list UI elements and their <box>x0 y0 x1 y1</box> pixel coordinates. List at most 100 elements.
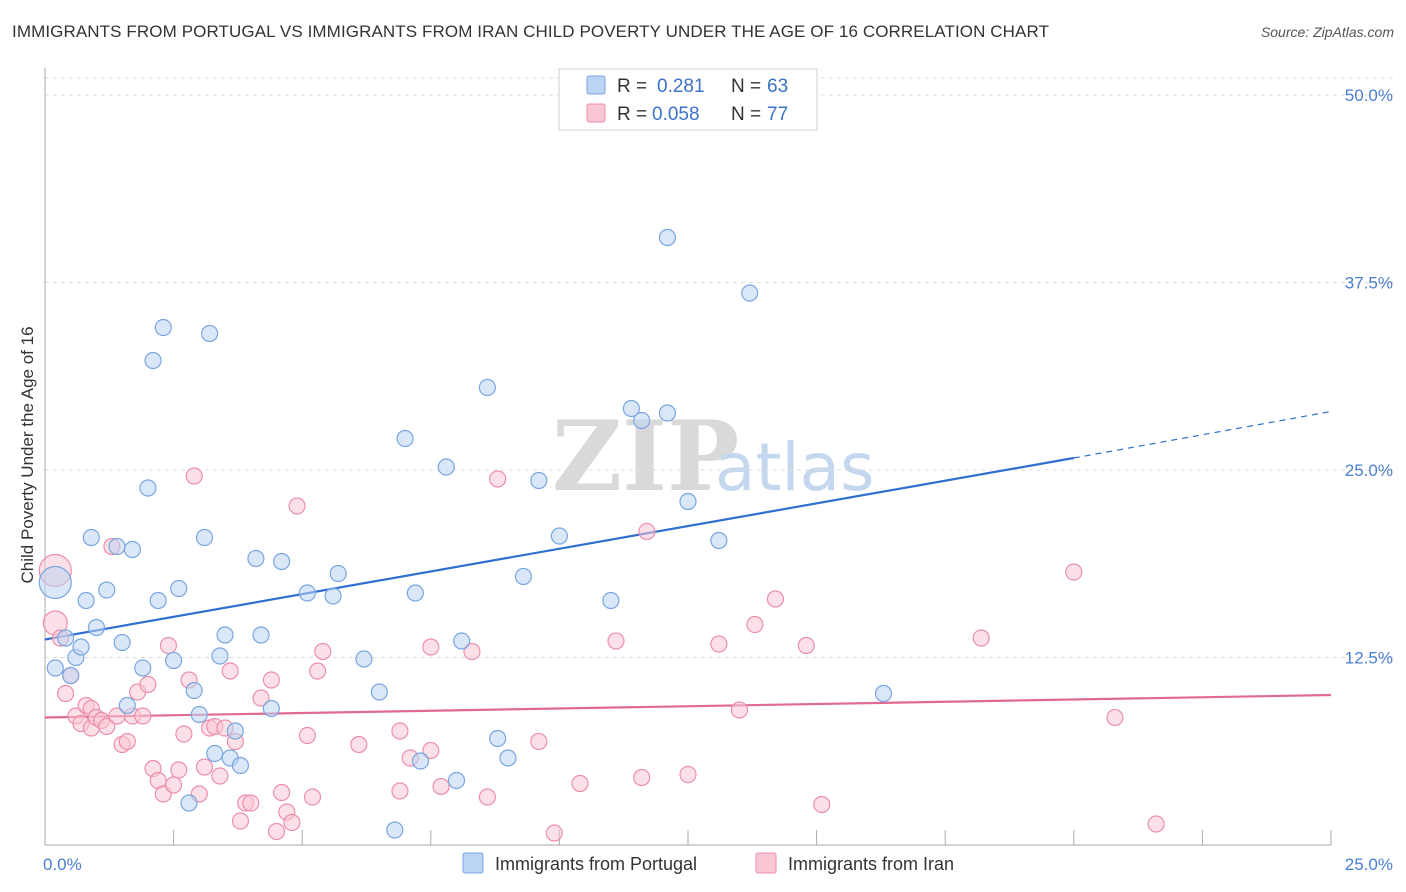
point-portugal-15 <box>139 479 157 497</box>
point-iran-29 <box>185 467 203 485</box>
point-portugal-13 <box>123 540 142 559</box>
point-iran-51 <box>314 642 332 661</box>
x-tick-labels: 0.0% 25.0% <box>43 855 1393 874</box>
point-portugal-33 <box>252 626 270 644</box>
point-portugal-8 <box>87 618 106 637</box>
point-portugal-17 <box>149 591 167 610</box>
point-portugal-20 <box>170 579 188 598</box>
x-tick-label-1: 25.0% <box>1345 855 1393 874</box>
correlation-legend: R = 0.281 N = 63 R = 0.058 N = 77 <box>558 68 818 131</box>
point-iran-49 <box>303 788 322 806</box>
point-iran-65 <box>607 632 625 650</box>
point-portugal-6 <box>77 591 95 610</box>
bottom-legend-swatch-portugal <box>462 852 484 874</box>
chart-title: IMMIGRANTS FROM PORTUGAL VS IMMIGRANTS F… <box>12 22 1050 41</box>
y-axis-label: Child Poverty Under the Age of 16 <box>18 326 37 583</box>
point-iran-24 <box>159 636 178 655</box>
point-iran-46 <box>283 813 301 832</box>
point-portugal-41 <box>386 821 404 839</box>
point-portugal-21 <box>180 794 198 812</box>
point-portugal-37 <box>324 587 342 605</box>
legend-n-label-iran: N = <box>731 104 761 125</box>
point-portugal-18 <box>154 318 172 337</box>
point-portugal-3 <box>62 666 80 685</box>
point-portugal-36 <box>298 584 316 602</box>
x-tick-label-0: 0.0% <box>43 855 82 874</box>
point-iran-44 <box>273 783 291 802</box>
point-portugal-44 <box>411 752 430 770</box>
point-portugal-58 <box>658 404 677 422</box>
point-portugal-46 <box>447 771 466 790</box>
grid-lines <box>45 77 1395 658</box>
point-portugal-34 <box>262 699 280 718</box>
point-iran-40 <box>242 794 260 812</box>
point-iran-54 <box>391 782 409 800</box>
point-iran-36 <box>221 662 239 680</box>
point-iran-75 <box>972 629 990 647</box>
y-tick-label-0: 12.5% <box>1345 649 1393 668</box>
point-portugal-50 <box>499 749 517 767</box>
watermark-atlas: atlas <box>715 429 875 506</box>
point-portugal-39 <box>355 650 373 668</box>
point-portugal-24 <box>195 528 214 547</box>
point-iran-42 <box>262 671 280 689</box>
point-iran-48 <box>298 726 316 745</box>
point-iran-77 <box>1106 708 1124 727</box>
point-portugal-56 <box>633 411 651 430</box>
bottom-legend-label-iran: Immigrants from Iran <box>788 854 954 874</box>
point-iran-66 <box>633 768 651 787</box>
point-iran-73 <box>797 636 815 655</box>
point-portugal-2 <box>56 629 75 647</box>
bottom-legend-label-portugal: Immigrants from Portugal <box>495 854 697 874</box>
point-portugal-10 <box>108 537 126 556</box>
trend-line-portugal-extension <box>1073 410 1332 459</box>
point-iran-27 <box>175 725 193 743</box>
point-iran-59 <box>463 642 481 661</box>
point-iran-3 <box>56 684 75 703</box>
point-portugal-30 <box>226 722 244 740</box>
legend-n-label-portugal: N = <box>731 76 761 97</box>
legend-r-value-iran: 0.058 <box>652 104 700 125</box>
point-portugal-32 <box>247 549 265 568</box>
point-iran-58 <box>432 777 450 796</box>
point-iran-50 <box>309 662 327 680</box>
point-iran-34 <box>211 767 229 785</box>
y-tick-labels: 12.5% 25.0% 37.5% 50.0% <box>1345 86 1393 668</box>
point-portugal-25 <box>201 324 219 343</box>
legend-swatch-iran <box>586 103 606 123</box>
y-tick-label-2: 37.5% <box>1345 274 1393 293</box>
point-iran-70 <box>730 701 749 719</box>
point-portugal-1 <box>46 659 64 677</box>
point-portugal-40 <box>370 683 388 701</box>
point-portugal-43 <box>406 584 424 602</box>
point-iran-52 <box>350 735 368 754</box>
point-iran-26 <box>170 761 188 779</box>
point-portugal-62 <box>874 684 893 703</box>
point-iran-57 <box>422 741 440 760</box>
point-iran-53 <box>391 722 409 740</box>
point-portugal-57 <box>658 228 677 247</box>
point-portugal-23 <box>190 705 208 724</box>
point-iran-64 <box>571 774 589 793</box>
y-tick-label-1: 25.0% <box>1345 461 1393 480</box>
point-iran-67 <box>638 522 656 541</box>
point-iran-38 <box>231 812 250 830</box>
trend-lines <box>44 410 1332 719</box>
point-portugal-35 <box>273 552 291 571</box>
point-portugal-5 <box>72 638 90 656</box>
point-iran-60 <box>478 788 496 806</box>
legend-r-label-portugal: R = <box>617 76 647 97</box>
point-portugal-51 <box>514 567 532 586</box>
point-iran-12 <box>98 717 116 736</box>
point-iran-61 <box>489 470 507 488</box>
point-iran-62 <box>530 732 548 751</box>
point-portugal-22 <box>185 681 203 700</box>
point-iran-72 <box>766 590 785 608</box>
point-iran-76 <box>1065 563 1083 581</box>
point-portugal-60 <box>710 531 728 550</box>
point-portugal-53 <box>550 527 569 545</box>
point-portugal-11 <box>113 633 131 652</box>
legend-n-value-iran: 77 <box>767 104 788 125</box>
point-iran-78 <box>1147 815 1165 833</box>
